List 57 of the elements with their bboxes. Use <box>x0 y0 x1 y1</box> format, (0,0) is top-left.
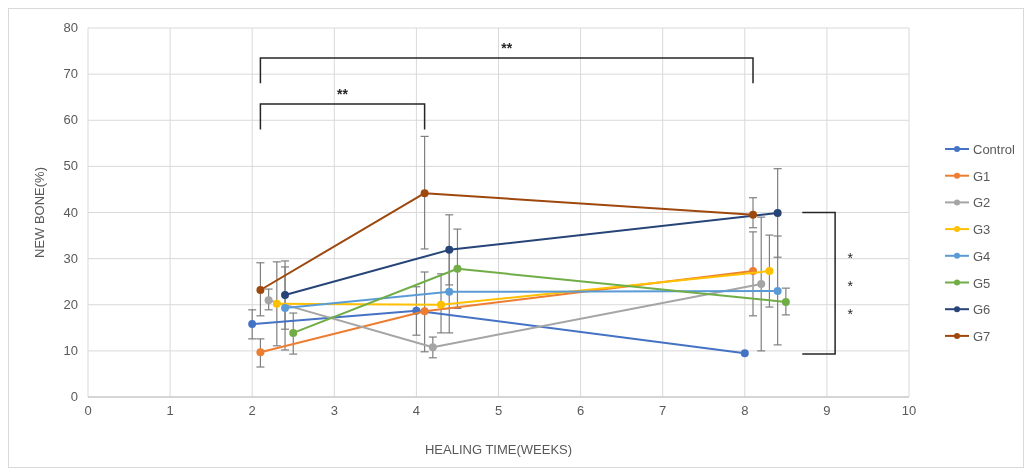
legend-label: G3 <box>973 222 991 238</box>
point <box>428 343 437 352</box>
x-tick-label: 2 <box>248 403 256 418</box>
point <box>773 208 782 217</box>
point <box>281 303 290 312</box>
y-tick-label: 50 <box>63 158 78 174</box>
y-tick-label: 20 <box>63 296 78 312</box>
x-tick-label: 10 <box>901 403 917 418</box>
point <box>765 267 774 276</box>
x-tick-label: 8 <box>741 403 749 418</box>
legend-label: Control <box>973 142 1016 157</box>
annotation: ** <box>337 86 349 103</box>
point <box>256 285 265 294</box>
point <box>749 210 758 219</box>
point <box>773 286 782 295</box>
legend-label: G2 <box>973 195 991 211</box>
y-axis-title: NEW BONE(%) <box>32 167 47 258</box>
x-tick-label: 0 <box>84 403 92 418</box>
point <box>420 189 429 198</box>
x-tick-label: 9 <box>823 403 831 418</box>
point <box>264 296 273 305</box>
legend-label: G5 <box>973 275 991 291</box>
point <box>781 297 790 306</box>
point <box>445 245 454 254</box>
point <box>757 279 766 288</box>
point <box>420 307 429 316</box>
y-tick-label: 0 <box>70 389 78 404</box>
y-tick-label: 30 <box>63 250 78 266</box>
legend-label: G1 <box>973 168 991 184</box>
point <box>248 320 257 329</box>
point <box>445 287 454 296</box>
x-tick-label: 7 <box>659 403 667 418</box>
x-tick-label: 1 <box>166 403 174 418</box>
x-tick-label: 5 <box>494 403 503 418</box>
legend-label: G7 <box>973 328 991 344</box>
point <box>453 264 462 273</box>
y-tick-label: 70 <box>63 66 78 82</box>
annotation: * <box>847 250 854 267</box>
x-axis-title: HEALING TIME(WEEKS) <box>424 442 573 457</box>
point <box>740 349 749 358</box>
legend-label: G4 <box>973 248 991 264</box>
point <box>437 300 446 309</box>
x-tick-label: 3 <box>330 403 338 418</box>
point <box>289 328 298 337</box>
y-tick-label: 60 <box>63 112 78 128</box>
annotation: * <box>847 305 854 322</box>
point <box>281 291 290 300</box>
annotation: * <box>847 277 854 294</box>
annotation: ** <box>501 40 513 57</box>
x-tick-label: 6 <box>576 403 585 418</box>
y-tick-label: 80 <box>63 20 78 35</box>
point <box>272 299 281 308</box>
y-tick-label: 40 <box>63 204 78 220</box>
x-tick-label: 4 <box>412 403 421 418</box>
point <box>256 348 265 357</box>
legend-label: G6 <box>973 302 991 318</box>
y-tick-label: 10 <box>63 342 78 358</box>
